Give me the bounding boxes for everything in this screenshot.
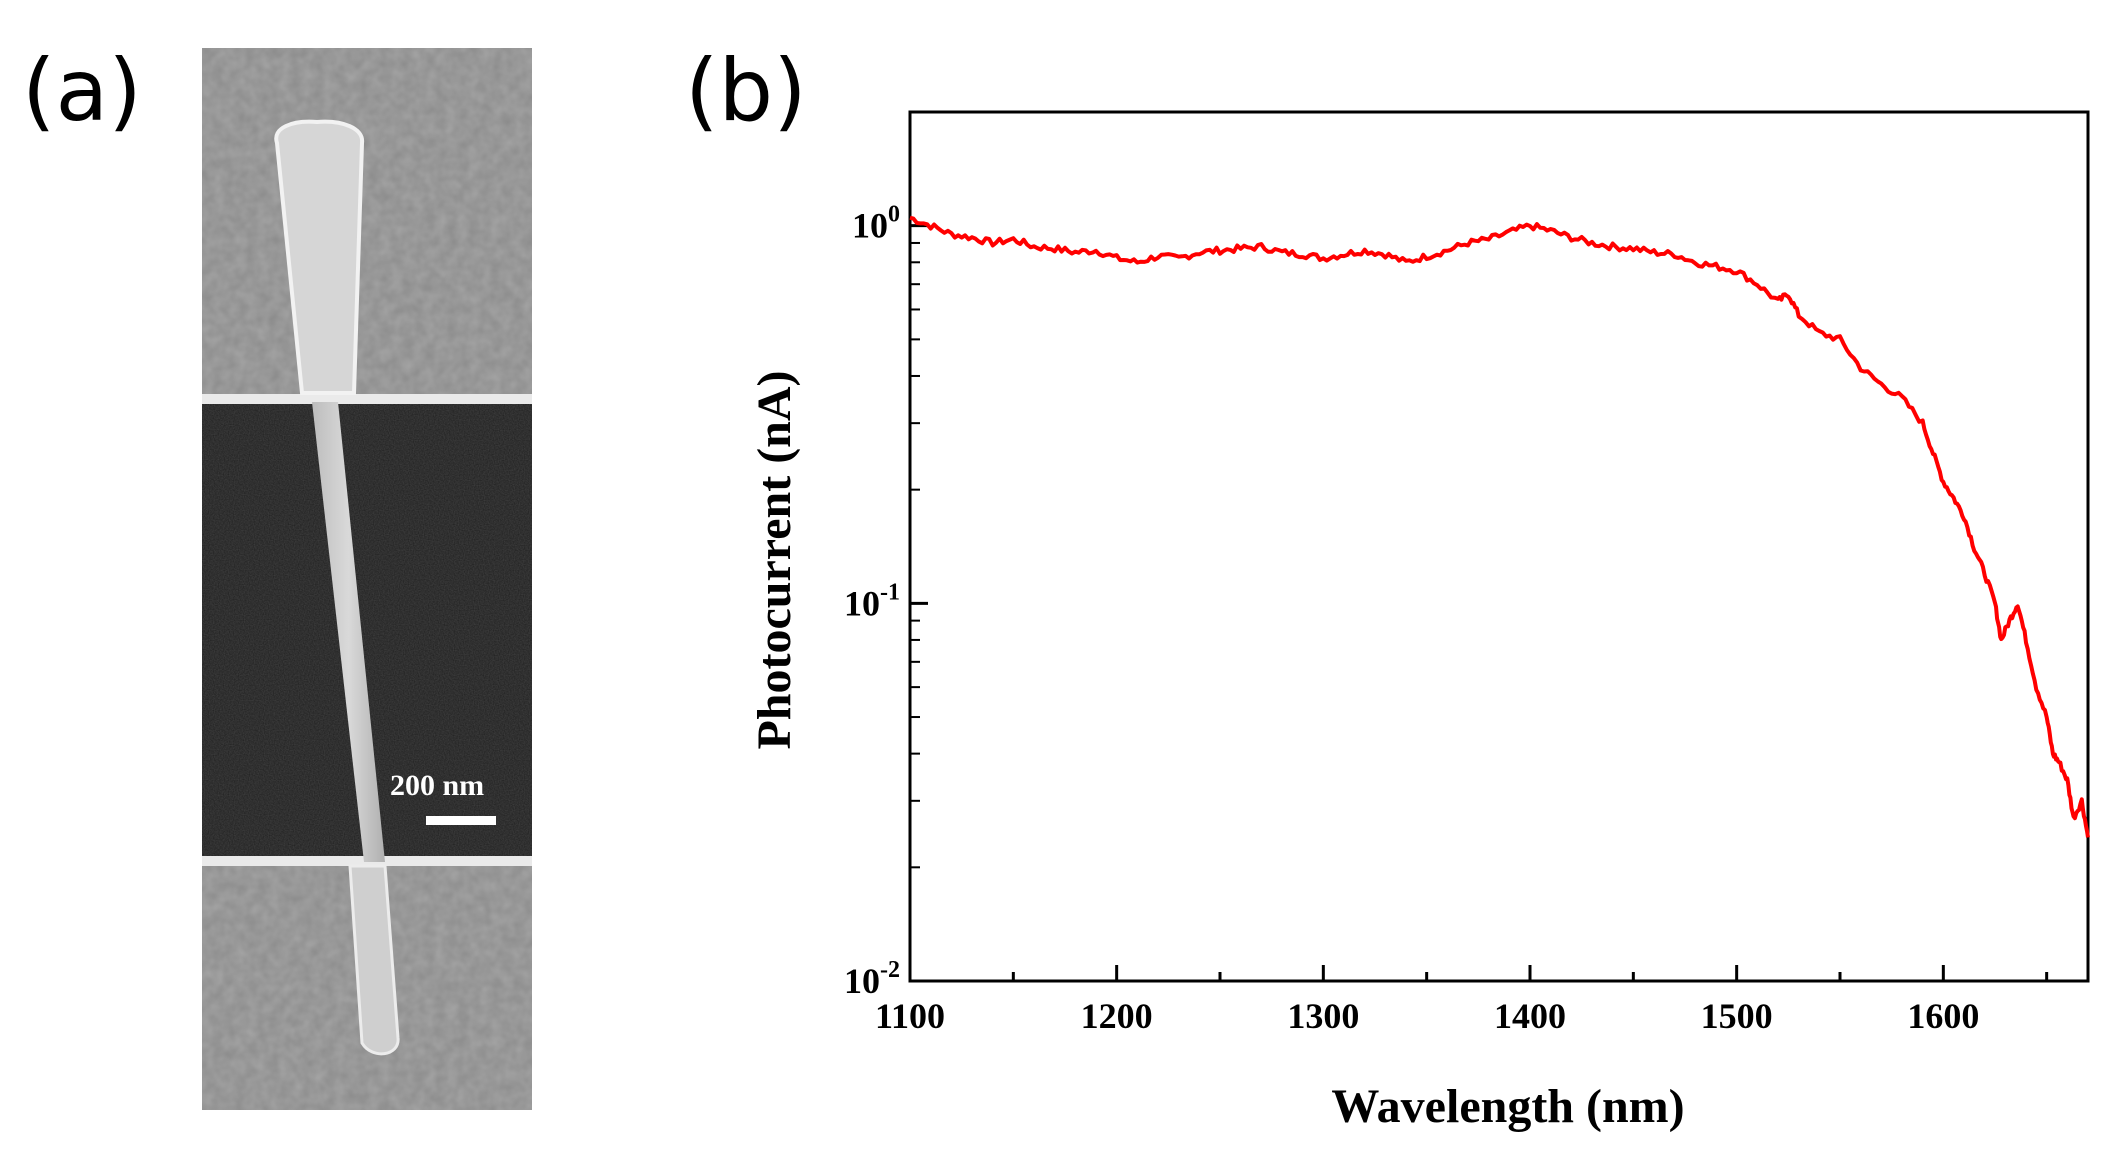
y-tick-label: 10-2: [844, 957, 900, 1001]
sem-micrograph: 200 nm: [202, 48, 532, 1110]
x-tick-label: 1600: [1907, 996, 1979, 1036]
scale-bar-label: 200 nm: [390, 769, 484, 802]
x-tick-label: 1100: [875, 996, 945, 1036]
scale-bar: [426, 816, 496, 825]
x-tick-label: 1400: [1494, 996, 1566, 1036]
panel-label-b: (b): [685, 41, 807, 141]
x-tick-label: 1200: [1081, 996, 1153, 1036]
x-axis-title: Wavelength (nm): [1331, 1080, 1684, 1133]
y-tick-label: 100: [852, 202, 900, 246]
plot-frame: [908, 110, 2090, 983]
y-axis-title: Photocurrent (nA): [748, 370, 801, 749]
x-tick-label: 1300: [1287, 996, 1359, 1036]
y-tick-label: 10-1: [844, 579, 900, 623]
x-tick-label: 1500: [1701, 996, 1773, 1036]
panel-label-a: (a): [22, 41, 142, 141]
photocurrent-series-line: [909, 215, 2090, 838]
